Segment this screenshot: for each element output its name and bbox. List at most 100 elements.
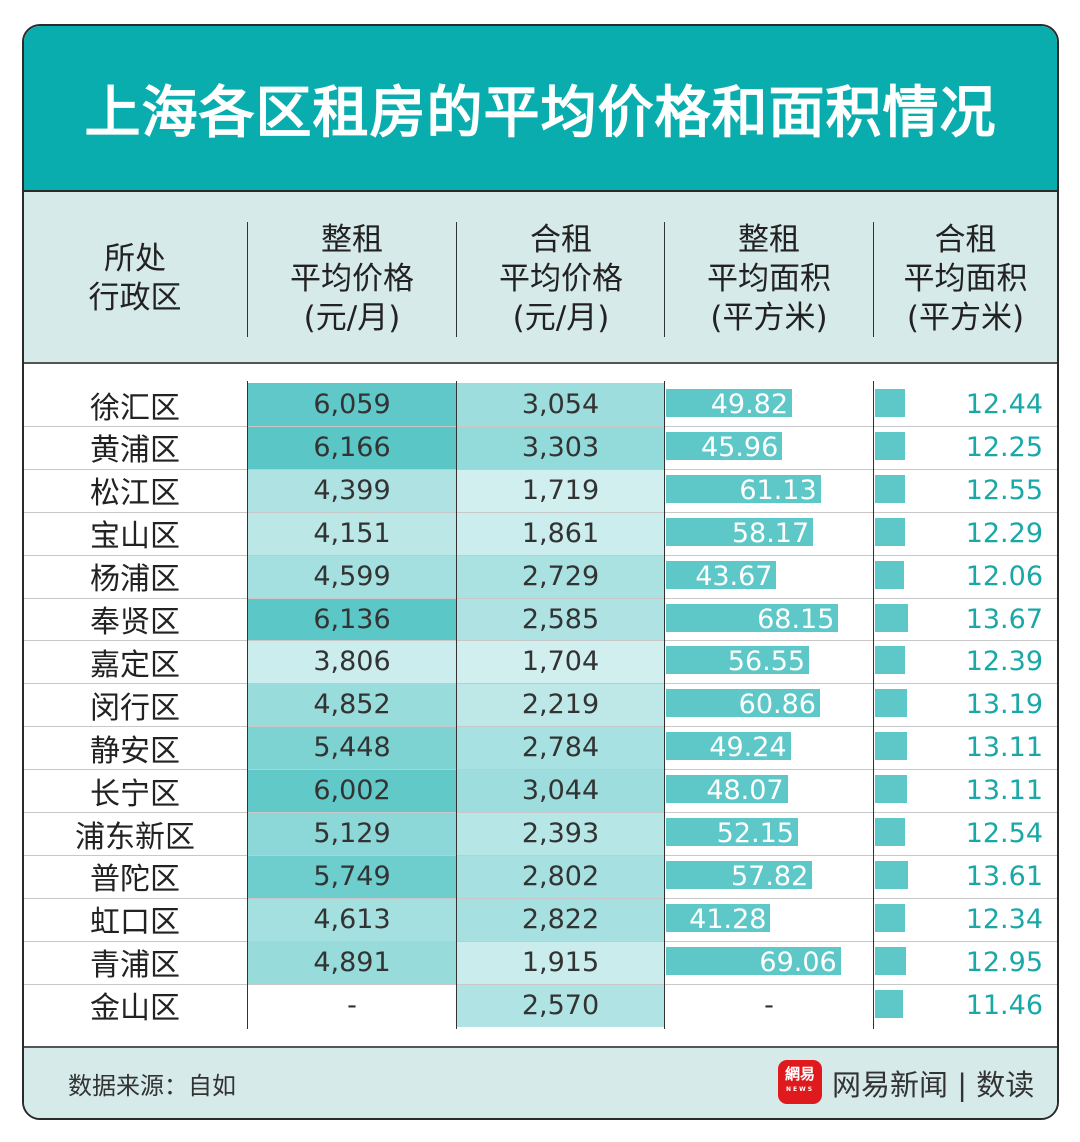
shared-area-label: 13.11	[965, 732, 1043, 764]
brand-name: 网易新闻 | 数读	[832, 1068, 1035, 1102]
whole-area-label: 43.67	[695, 560, 773, 592]
header-shared-price: 合租 平均价格 (元/月)	[499, 221, 623, 336]
district-name: 徐汇区	[90, 390, 180, 426]
whole-area-label: 49.82	[710, 389, 789, 420]
header-shared-area: 合租 平均面积 (平方米)	[903, 221, 1028, 336]
whole-area-label: 49.24	[709, 732, 787, 764]
shared-area-bar	[875, 646, 905, 675]
district-name: 静安区	[90, 733, 180, 769]
table-row: 徐汇区 6,059 3,054 49.82 12.44	[24, 383, 1057, 426]
shared-price-cell: 2,729	[457, 554, 664, 598]
table-row: 杨浦区 4,599 2,729 43.67 12.06	[24, 554, 1057, 598]
whole-price-cell: 4,852	[248, 683, 456, 727]
table-row: 闵行区 4,852 2,219 60.86 13.19	[24, 683, 1057, 727]
column-divider	[664, 381, 665, 1029]
whole-price-cell: 4,151	[248, 511, 456, 555]
shared-area-bar	[875, 732, 907, 761]
table-row: 宝山区 4,151 1,861 58.17 12.29	[24, 511, 1057, 555]
whole-area-bar	[666, 775, 788, 804]
district-name: 闵行区	[90, 690, 180, 726]
shared-price-cell: 2,393	[457, 812, 664, 855]
table-row: 虹口区 4,613 2,822 41.28 12.34	[24, 897, 1057, 941]
shared-price-cell: 2,802	[457, 854, 664, 898]
shared-price-cell: 1,719	[457, 468, 664, 512]
whole-area-label: 41.28	[689, 903, 767, 935]
shared-area-bar	[875, 946, 907, 975]
whole-area-bar	[666, 860, 813, 889]
whole-price-cell: 6,136	[248, 597, 456, 641]
whole-price-cell: 6,002	[248, 769, 456, 813]
whole-price-cell: 6,059	[248, 383, 456, 426]
table-row: 青浦区 4,891 1,915 69.06 12.95	[24, 940, 1057, 984]
table-row: 普陀区 5,749 2,802 57.82 13.61	[24, 854, 1057, 898]
shared-area-label: 12.29	[965, 517, 1043, 549]
table-row: 金山区 -2,570-11.46	[24, 983, 1057, 1027]
shared-area-label: 13.19	[965, 689, 1043, 721]
header-district: 所处 行政区	[88, 241, 182, 316]
district-name: 嘉定区	[90, 647, 180, 683]
whole-area-bar	[666, 646, 810, 675]
shared-area-bar	[875, 860, 908, 889]
shared-area-bar	[875, 474, 906, 503]
whole-price-cell: 4,891	[248, 940, 456, 984]
whole-area-label: 52.15	[716, 818, 794, 849]
whole-area-bar	[666, 732, 791, 761]
district-name: 长宁区	[90, 776, 180, 812]
column-divider	[873, 381, 874, 1029]
whole-area-label: 69.06	[759, 946, 837, 978]
whole-area-label: 56.55	[727, 646, 806, 678]
shared-price-cell: 2,784	[457, 726, 664, 770]
shared-price-cell: 3,044	[457, 769, 664, 813]
column-divider	[456, 381, 457, 1029]
district-name: 松江区	[90, 476, 180, 512]
infographic-card: 上海各区租房的平均价格和面积情况 所处 行政区 整租 平均价格 (元/月) 合租…	[22, 24, 1059, 1120]
whole-area-bar	[666, 689, 820, 718]
table-header: 所处 行政区 整租 平均价格 (元/月) 合租 平均价格 (元/月) 整租 平均…	[24, 192, 1057, 364]
shared-price-cell: 3,054	[457, 383, 664, 426]
shared-area-label: 12.54	[965, 818, 1043, 849]
table-row: 黄浦区 6,166 3,303 45.96 12.25	[24, 425, 1057, 469]
netease-logo: 網易 NEWS	[778, 1060, 822, 1104]
table-row: 嘉定区 3,806 1,704 56.55 12.39	[24, 640, 1057, 684]
whole-area-label: 58.17	[731, 517, 810, 549]
shared-price-cell: 2,585	[457, 597, 664, 641]
shared-area-bar	[875, 775, 907, 804]
whole-area-bar	[666, 431, 783, 460]
shared-price-cell: 1,861	[457, 511, 664, 555]
whole-area-label: 68.15	[757, 603, 835, 635]
shared-area-label: 13.61	[965, 860, 1043, 892]
column-divider	[247, 381, 248, 1029]
whole-area-label: 48.07	[706, 775, 784, 807]
table-row: 浦东新区 5,129 2,393 52.15 12.54	[24, 812, 1057, 855]
shared-area-label: 12.39	[965, 646, 1043, 678]
whole-area-bar	[666, 389, 793, 417]
whole-price-cell: -	[248, 983, 456, 1027]
shared-area-label: 12.55	[965, 474, 1043, 506]
whole-price-cell: 4,599	[248, 554, 456, 598]
whole-area-bar	[666, 474, 821, 503]
shared-area-label: 11.46	[965, 989, 1043, 1021]
shared-area-bar	[875, 389, 906, 417]
shared-area-label: 12.34	[965, 903, 1043, 935]
table-row: 松江区 4,399 1,719 61.13 12.55	[24, 468, 1057, 512]
whole-area-bar	[666, 903, 771, 932]
whole-price-cell: 4,399	[248, 468, 456, 512]
whole-price-cell: 5,129	[248, 812, 456, 855]
shared-area-label: 12.44	[965, 389, 1043, 420]
whole-area-label: 45.96	[700, 431, 779, 463]
shared-area-label: 12.95	[965, 946, 1043, 978]
shared-area-bar	[875, 989, 903, 1018]
district-name: 普陀区	[90, 862, 180, 898]
district-name: 金山区	[90, 991, 180, 1027]
district-name: 奉贤区	[90, 605, 180, 640]
district-name: 宝山区	[90, 519, 180, 555]
shared-price-cell: 1,704	[457, 640, 664, 684]
shared-area-bar	[875, 689, 907, 718]
shared-area-bar	[875, 560, 905, 589]
whole-area-label: 61.13	[739, 474, 817, 506]
shared-price-cell: 1,915	[457, 940, 664, 984]
shared-price-cell: 2,570	[457, 983, 664, 1027]
header-whole-price: 整租 平均价格 (元/月)	[290, 221, 414, 336]
whole-price-cell: 4,613	[248, 897, 456, 941]
shared-area-label: 12.06	[965, 560, 1043, 592]
